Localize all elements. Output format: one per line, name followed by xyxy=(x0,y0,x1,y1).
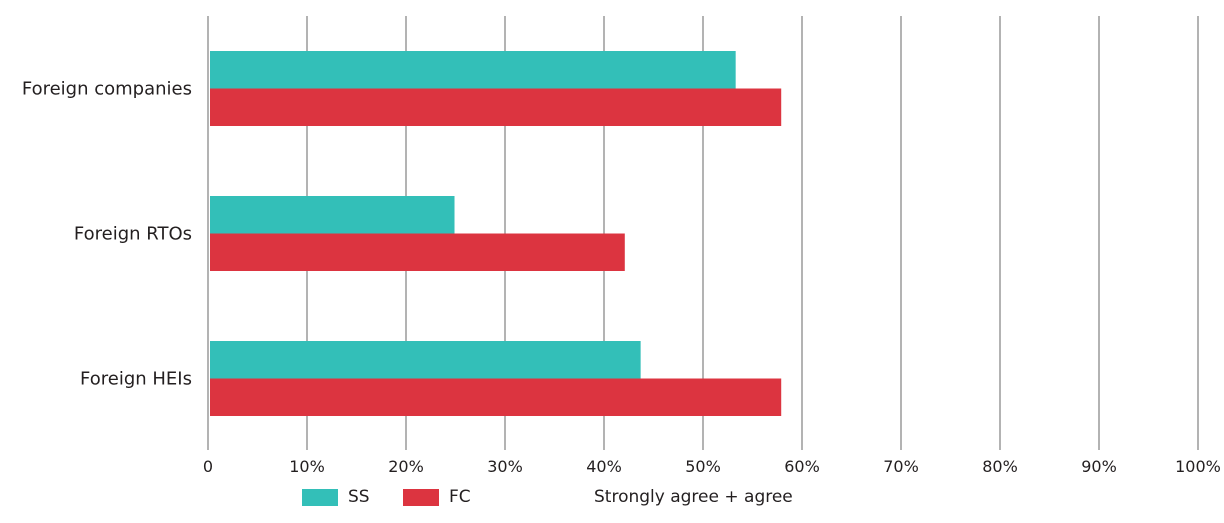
x-tick-label: 80% xyxy=(982,457,1018,476)
bar-ss xyxy=(210,51,736,89)
x-tick-label: 70% xyxy=(883,457,919,476)
bar-fc xyxy=(210,233,625,271)
bar-fc xyxy=(210,88,782,126)
category-label: Foreign HEIs xyxy=(80,369,192,390)
x-tick-label: 30% xyxy=(487,457,523,476)
x-tick-label: 100% xyxy=(1175,457,1221,476)
category-labels: Foreign companies Foreign RTOs Foreign HEI… xyxy=(22,79,192,390)
x-tick-label: 20% xyxy=(388,457,424,476)
bars xyxy=(210,51,782,416)
legend-item-fc: FC xyxy=(403,487,471,507)
x-tick-label: 0 xyxy=(203,457,213,476)
x-tick-labels: 0 10% 20% 30% 40% 50% 60% 70% 80% 90% 100% xyxy=(203,457,1221,476)
legend-label-fc: FC xyxy=(449,487,471,507)
legend-label-ss: SS xyxy=(348,487,370,507)
legend-item-ss: SS xyxy=(302,487,370,507)
legend-swatch-ss xyxy=(302,488,338,506)
bar-fc xyxy=(210,378,782,416)
x-tick-label: 40% xyxy=(586,457,622,476)
bar-ss xyxy=(210,341,641,379)
x-tick-label: 90% xyxy=(1081,457,1117,476)
bar-chart: Foreign companies Foreign RTOs Foreign HEI… xyxy=(22,16,1221,476)
legend-note: Strongly agree + agree xyxy=(594,487,793,507)
legend: SS FC Strongly agree + agree xyxy=(0,487,1224,517)
bar-ss xyxy=(210,196,455,234)
category-label: Foreign companies xyxy=(22,79,192,100)
x-tick-label: 50% xyxy=(685,457,721,476)
x-tick-label: 10% xyxy=(289,457,325,476)
x-tick-label: 60% xyxy=(784,457,820,476)
legend-swatch-fc xyxy=(403,488,439,506)
category-label: Foreign RTOs xyxy=(74,224,192,245)
